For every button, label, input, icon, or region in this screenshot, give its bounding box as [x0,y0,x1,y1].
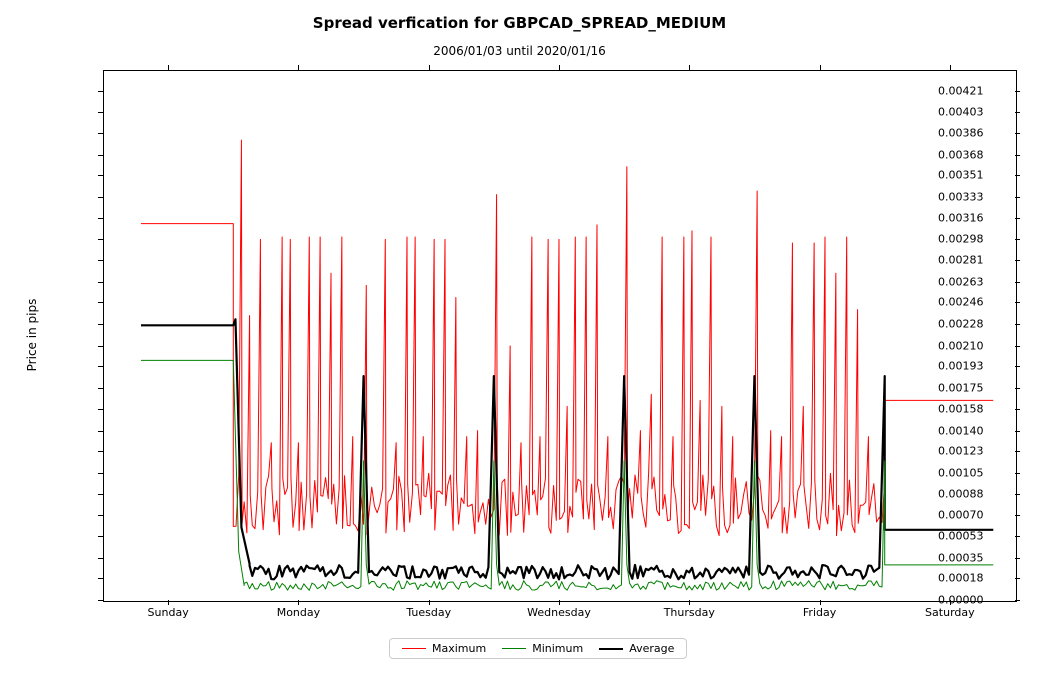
x-tick-label: Tuesday [406,606,451,619]
legend-label-maximum: Maximum [432,642,486,655]
series-maximum [141,140,993,535]
x-tick-label: Wednesday [527,606,591,619]
x-tick-label: Saturday [925,606,975,619]
legend: Maximum Minimum Average [389,638,687,659]
x-tick-label: Monday [277,606,320,619]
x-tick-label: Sunday [148,606,189,619]
legend-swatch-average [599,648,623,650]
x-tick-label: Friday [803,606,836,619]
legend-label-minimum: Minimum [532,642,583,655]
series-lines [0,0,1017,602]
legend-swatch-minimum [502,648,526,649]
legend-item-maximum: Maximum [402,642,486,655]
legend-label-average: Average [629,642,674,655]
legend-item-minimum: Minimum [502,642,583,655]
legend-swatch-maximum [402,648,426,649]
x-tick-label: Thursday [664,606,715,619]
legend-item-average: Average [599,642,674,655]
